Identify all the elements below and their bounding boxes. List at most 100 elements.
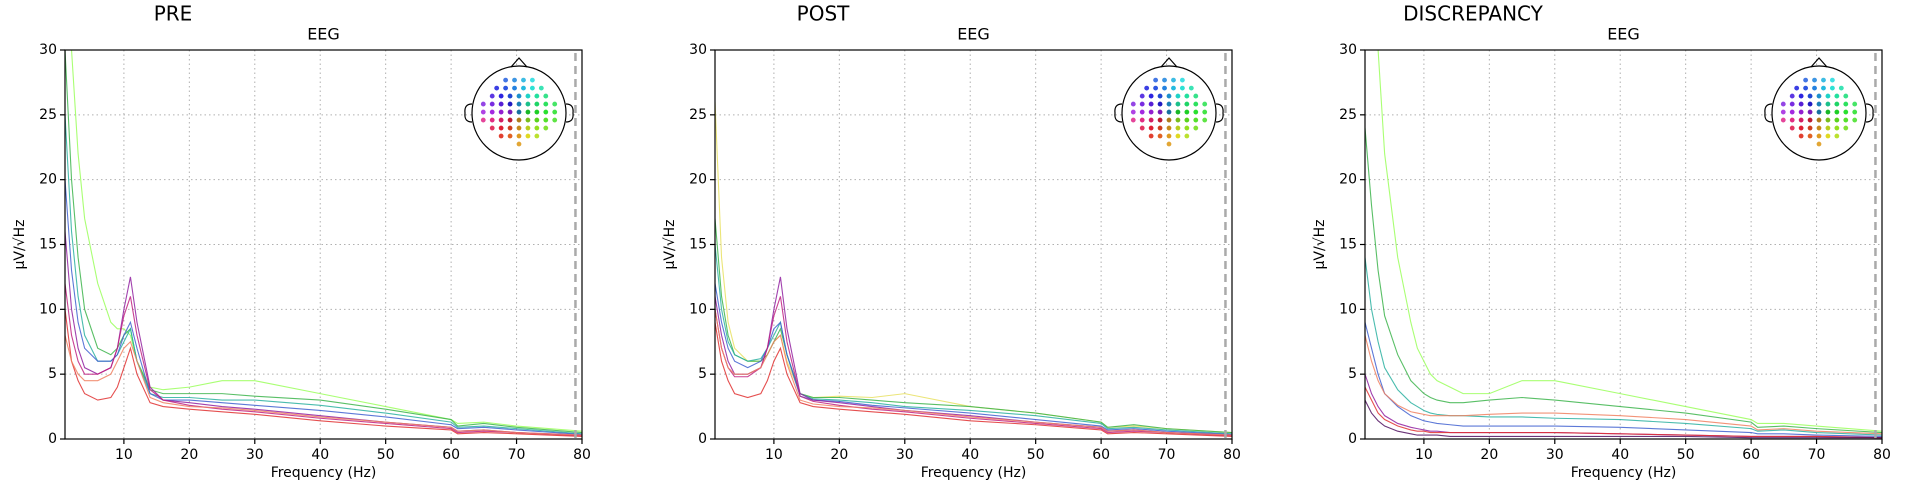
sensor-dot bbox=[507, 93, 513, 99]
sensor-dot bbox=[1162, 77, 1167, 83]
sensor-dot bbox=[1171, 85, 1176, 91]
x-tick-label: 80 bbox=[1873, 447, 1891, 463]
axes-title: EEG bbox=[957, 25, 990, 44]
y-tick-label: 30 bbox=[39, 42, 57, 58]
x-tick-label: 30 bbox=[1546, 447, 1564, 463]
sensor-dot bbox=[1148, 93, 1154, 99]
x-tick-label: 70 bbox=[1158, 447, 1176, 463]
sensor-dot bbox=[480, 109, 486, 115]
sensor-dot bbox=[1193, 125, 1199, 131]
sensor-inset bbox=[464, 57, 574, 161]
head-nose bbox=[510, 57, 528, 68]
x-tick-label: 50 bbox=[1677, 447, 1695, 463]
sensor-dot bbox=[1193, 101, 1199, 107]
sensor-dot bbox=[507, 117, 513, 123]
sensor-dot bbox=[494, 85, 500, 91]
sensor-dot bbox=[1829, 77, 1835, 83]
sensor-dot bbox=[1184, 117, 1190, 123]
x-axis-label: Frequency (Hz) bbox=[1571, 465, 1677, 480]
sensor-dot bbox=[1130, 101, 1136, 107]
head-ear bbox=[565, 103, 574, 123]
sensor-dot bbox=[1825, 125, 1831, 131]
psd-line bbox=[1377, 50, 1882, 432]
sensor-dot bbox=[529, 85, 535, 91]
sensor-dot bbox=[1825, 109, 1831, 115]
sensor-dot bbox=[1184, 101, 1190, 107]
sensor-dot bbox=[1157, 133, 1163, 139]
x-tick-label: 20 bbox=[1480, 447, 1498, 463]
sensor-dot bbox=[543, 93, 549, 99]
psd-line bbox=[715, 322, 1232, 437]
sensor-dot bbox=[1148, 101, 1154, 107]
y-tick-label: 0 bbox=[1348, 431, 1357, 447]
sensor-dot bbox=[1825, 93, 1831, 99]
sensor-dot bbox=[1153, 85, 1159, 91]
sensor-dot bbox=[1807, 133, 1813, 139]
sensor-dot bbox=[1139, 101, 1145, 107]
sensor-dot bbox=[1166, 141, 1172, 147]
sensor-dot bbox=[1179, 77, 1185, 83]
sensor-dot bbox=[1816, 109, 1822, 115]
sensor-dot bbox=[489, 109, 495, 115]
sensor-dot bbox=[543, 101, 549, 107]
x-tick-label: 50 bbox=[377, 447, 395, 463]
sensor-dot bbox=[480, 101, 486, 107]
x-tick-label: 40 bbox=[311, 447, 329, 463]
sensor-dot bbox=[534, 93, 540, 99]
sensor-dot bbox=[1166, 101, 1172, 107]
sensor-dot bbox=[552, 109, 558, 115]
x-tick-label: 30 bbox=[246, 447, 264, 463]
sensor-dot bbox=[525, 101, 531, 107]
psd-line bbox=[1365, 386, 1882, 439]
sensor-dot bbox=[1834, 117, 1840, 123]
head-nose bbox=[1810, 57, 1828, 68]
sensor-dot bbox=[1184, 93, 1190, 99]
psd-line bbox=[65, 283, 582, 437]
sensor-dot bbox=[525, 133, 531, 139]
sensor-dot bbox=[1807, 125, 1813, 131]
y-tick-label: 5 bbox=[1348, 366, 1357, 382]
x-tick-label: 80 bbox=[1223, 447, 1241, 463]
sensor-dot bbox=[1794, 85, 1800, 91]
sensor-dot bbox=[1816, 125, 1822, 131]
sensor-dot bbox=[498, 101, 504, 107]
sensor-dot bbox=[1807, 109, 1813, 115]
axes-frame bbox=[1364, 49, 1883, 440]
sensor-dot bbox=[1807, 117, 1813, 123]
sensor-dot bbox=[1166, 117, 1172, 123]
y-tick-label: 15 bbox=[39, 237, 57, 253]
sensor-dot bbox=[1816, 133, 1822, 139]
head-ear bbox=[1865, 103, 1874, 123]
sensor-dot bbox=[1202, 101, 1208, 107]
y-tick-label: 0 bbox=[48, 431, 57, 447]
sensor-dot bbox=[1193, 117, 1199, 123]
sensor-dot bbox=[1816, 93, 1822, 99]
y-tick-label: 25 bbox=[689, 107, 707, 123]
sensor-dot bbox=[503, 77, 509, 83]
sensor-dot bbox=[1166, 125, 1172, 131]
sensor-dot bbox=[1162, 85, 1167, 91]
sensor-dot bbox=[1166, 109, 1172, 115]
sensor-dot bbox=[1838, 85, 1844, 91]
y-tick-label: 15 bbox=[1339, 237, 1357, 253]
sensor-dot bbox=[1798, 125, 1804, 131]
sensor-dot bbox=[1188, 85, 1194, 91]
y-tick-label: 15 bbox=[689, 237, 707, 253]
sensor-dot bbox=[1816, 101, 1822, 107]
sensor-dot bbox=[1812, 77, 1817, 83]
sensor-dot bbox=[1798, 109, 1804, 115]
psd-line bbox=[1365, 335, 1882, 435]
sensor-dot bbox=[1834, 109, 1840, 115]
sensor-dot bbox=[516, 125, 522, 131]
sensor-dot bbox=[498, 93, 504, 99]
sensor-dot bbox=[1789, 125, 1795, 131]
sensor-dot bbox=[1829, 85, 1835, 91]
sensor-dot bbox=[521, 77, 526, 83]
sensor-dot bbox=[1834, 125, 1840, 131]
sensor-dot bbox=[1175, 101, 1181, 107]
sensor-dot bbox=[1834, 133, 1840, 139]
sensor-dot bbox=[1175, 133, 1181, 139]
x-tick-label: 60 bbox=[1742, 447, 1760, 463]
